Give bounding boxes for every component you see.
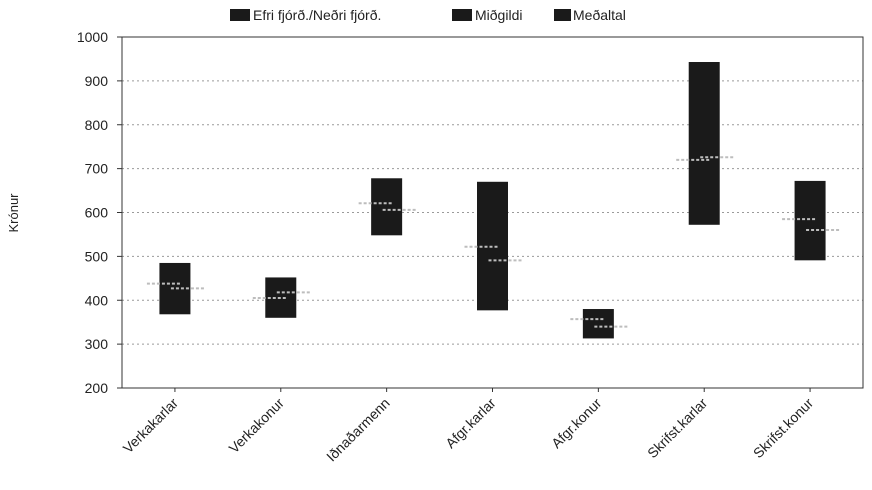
plot-frame bbox=[121, 36, 864, 389]
legend-swatch-range bbox=[230, 9, 250, 21]
legend-label-mean: Meðaltal bbox=[573, 7, 626, 23]
y-tick-labels: 200 300 400 500 600 700 800 900 1000 bbox=[77, 29, 122, 396]
x-tick-label-5: Skrifst.karlar bbox=[644, 395, 711, 462]
legend-label-range: Efri fjórð./Neðri fjórð. bbox=[253, 7, 381, 23]
legend-swatch-median bbox=[452, 9, 472, 21]
box-5 bbox=[688, 62, 720, 225]
x-tick-labels: Verkakarlar Verkakonur Iðnaðarmenn Afgr.kar… bbox=[120, 388, 817, 465]
x-tick-label-0: Verkakarlar bbox=[120, 395, 182, 457]
x-tick-label-3: Afgr.karlar bbox=[442, 395, 499, 452]
box-6 bbox=[794, 180, 826, 261]
legend: Efri fjórð./Neðri fjórð. Miðgildi Meðalt… bbox=[230, 7, 626, 23]
y-tick-label-300: 300 bbox=[85, 336, 109, 352]
y-tick-label-800: 800 bbox=[85, 117, 109, 133]
y-tick-label-500: 500 bbox=[85, 248, 109, 264]
boxes bbox=[146, 62, 841, 339]
x-tick-label-4: Afgr.konur bbox=[548, 395, 605, 452]
y-axis-label: Krónur bbox=[6, 193, 21, 233]
y-tick-label-400: 400 bbox=[85, 292, 109, 308]
legend-label-median: Miðgildi bbox=[475, 7, 522, 23]
y-tick-label-200: 200 bbox=[85, 380, 109, 396]
x-tick-label-6: Skrifst.konur bbox=[750, 395, 817, 462]
x-tick-label-1: Verkakonur bbox=[226, 395, 288, 457]
box-4 bbox=[582, 309, 614, 339]
y-tick-label-700: 700 bbox=[85, 161, 109, 177]
y-tick-label-900: 900 bbox=[85, 73, 109, 89]
y-tick-label-600: 600 bbox=[85, 205, 109, 221]
x-tick-label-2: Iðnaðarmenn bbox=[323, 395, 393, 465]
box-2 bbox=[371, 178, 403, 236]
legend-swatch-mean bbox=[554, 9, 571, 21]
y-tick-label-1000: 1000 bbox=[77, 29, 108, 45]
box-0 bbox=[159, 262, 191, 315]
